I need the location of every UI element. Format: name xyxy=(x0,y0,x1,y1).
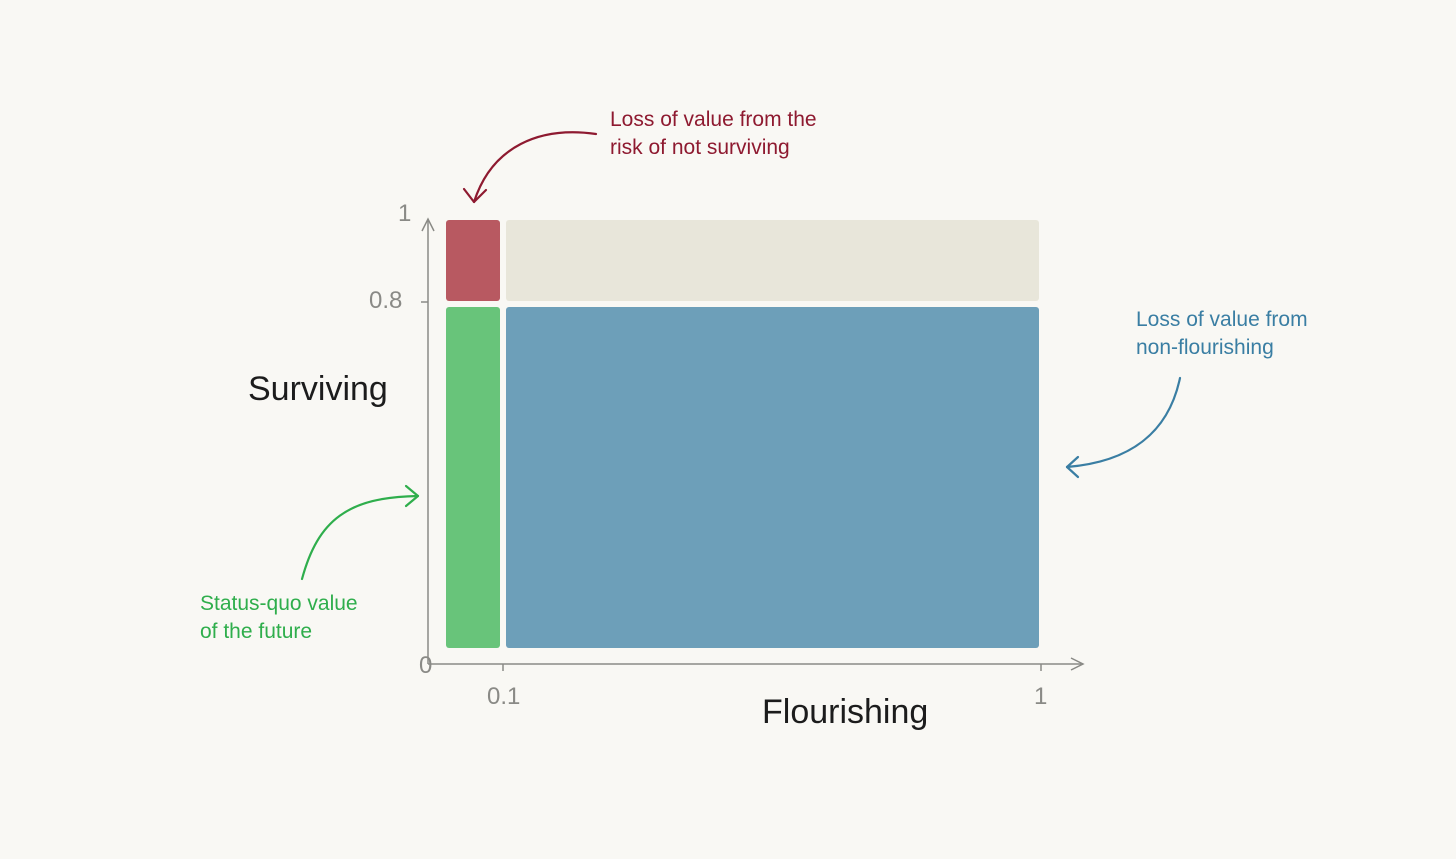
non-flourishing-loss-region xyxy=(506,307,1039,648)
y-tick-label-0: 0 xyxy=(419,652,433,679)
y-tick-label-08: 0.8 xyxy=(369,287,403,314)
non-flourishing-arrow-icon xyxy=(1065,376,1182,479)
status-quo-annotation-line-2: of the future xyxy=(200,620,313,643)
unreachable-region xyxy=(506,220,1039,301)
risk-arrow-icon xyxy=(462,131,598,204)
risk-annotation-line-2: risk of not surviving xyxy=(610,136,790,159)
x-tick-label-1: 1 xyxy=(1034,683,1048,710)
risk-annotation: Loss of value from the risk of not survi… xyxy=(610,106,817,162)
non-flourishing-annotation-line-1: Loss of value from xyxy=(1136,308,1308,331)
x-tick-label-01: 0.1 xyxy=(487,683,521,710)
non-flourishing-annotation-line-2: non-flourishing xyxy=(1136,336,1274,359)
y-axis-title: Surviving xyxy=(248,370,388,408)
non-flourishing-annotation: Loss of value from non-flourishing xyxy=(1136,306,1308,362)
x-axis-title: Flourishing xyxy=(762,693,929,731)
status-quo-arrow-icon xyxy=(300,484,420,581)
status-quo-annotation: Status-quo value of the future xyxy=(200,590,358,646)
survival-risk-loss-region xyxy=(446,220,500,301)
status-quo-value-region xyxy=(446,307,500,648)
axes xyxy=(421,217,1085,671)
y-axis-arrow-icon xyxy=(421,217,435,232)
status-quo-annotation-line-1: Status-quo value xyxy=(200,592,358,615)
y-tick-label-1: 1 xyxy=(398,200,412,227)
risk-annotation-line-1: Loss of value from the xyxy=(610,108,817,131)
x-axis-arrow-icon xyxy=(1070,657,1085,671)
